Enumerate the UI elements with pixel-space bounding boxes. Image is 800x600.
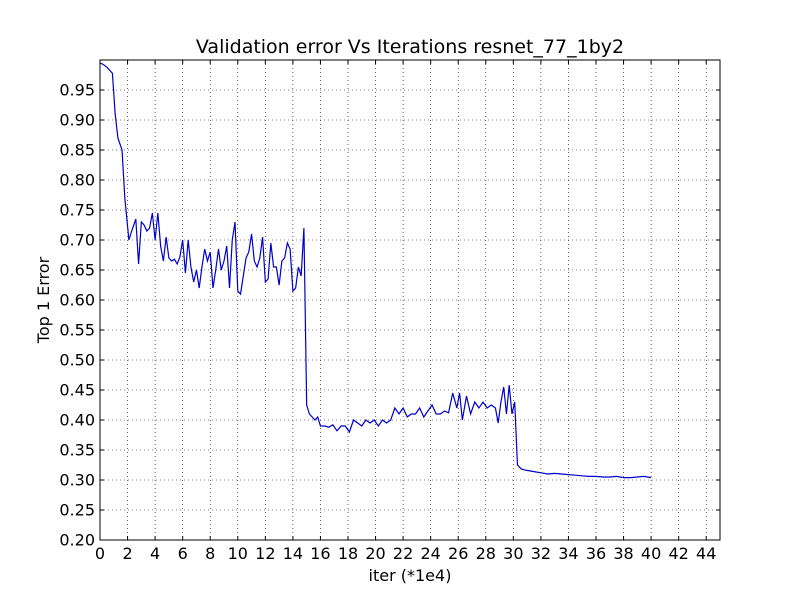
x-tick-label: 44 xyxy=(696,544,716,563)
x-tick-label: 0 xyxy=(95,544,105,563)
y-tick-label: 0.20 xyxy=(59,531,95,550)
x-tick-label: 22 xyxy=(393,544,413,563)
x-tick-label: 18 xyxy=(338,544,358,563)
y-tick-label: 0.70 xyxy=(59,231,95,250)
y-tick-label: 0.50 xyxy=(59,351,95,370)
x-tick-label: 24 xyxy=(420,544,440,563)
x-tick-label: 38 xyxy=(613,544,633,563)
y-tick-label: 0.30 xyxy=(59,471,95,490)
grid-lines xyxy=(99,60,720,541)
y-tick-label: 0.45 xyxy=(59,381,95,400)
x-tick-label: 40 xyxy=(641,544,661,563)
y-tick-label: 0.85 xyxy=(59,141,95,160)
x-tick-label: 30 xyxy=(503,544,523,563)
series-line-top1-error xyxy=(99,62,652,479)
y-tick-label: 0.75 xyxy=(59,201,95,220)
x-tick-label: 4 xyxy=(150,544,160,563)
x-tick-label: 10 xyxy=(228,544,248,563)
x-tick-label: 12 xyxy=(255,544,275,563)
x-tick-label: 42 xyxy=(668,544,688,563)
x-tick-label: 2 xyxy=(122,544,132,563)
y-axis-label: Top 1 Error xyxy=(34,256,53,344)
x-tick-label: 16 xyxy=(310,544,330,563)
x-tick-label: 6 xyxy=(178,544,188,563)
x-tick-label: 8 xyxy=(205,544,215,563)
x-tick-label: 34 xyxy=(558,544,578,563)
x-tick-label: 20 xyxy=(365,544,385,563)
y-tick-label: 0.95 xyxy=(59,81,95,100)
x-tick-label: 26 xyxy=(448,544,468,563)
y-tick-label: 0.65 xyxy=(59,261,95,280)
x-tick-label: 32 xyxy=(531,544,551,563)
y-tick-label: 0.40 xyxy=(59,411,95,430)
x-axis-label: iter (*1e4) xyxy=(369,566,452,585)
y-tick-label: 0.35 xyxy=(59,441,95,460)
y-tick-label: 0.80 xyxy=(59,171,95,190)
chart-title: Validation error Vs Iterations resnet_77… xyxy=(196,36,624,58)
y-tick-label: 0.55 xyxy=(59,321,95,340)
plot-frame xyxy=(99,59,721,541)
x-tick-labels: 0 2 4 6 8 10 12 14 16 18 20 22 24 26 28 30 32 34 36 38 40 42 4… xyxy=(95,544,716,563)
y-tick-labels: 0.20 0.25 0.30 0.35 0.40 0.45 0.50 0.55 0.60 0.65… xyxy=(59,81,95,550)
x-tick-label: 28 xyxy=(476,544,496,563)
x-tick-label: 14 xyxy=(283,544,303,563)
y-tick-label: 0.25 xyxy=(59,501,95,520)
y-tick-label: 0.90 xyxy=(59,111,95,130)
y-tick-label: 0.60 xyxy=(59,291,95,310)
x-tick-label: 36 xyxy=(586,544,606,563)
